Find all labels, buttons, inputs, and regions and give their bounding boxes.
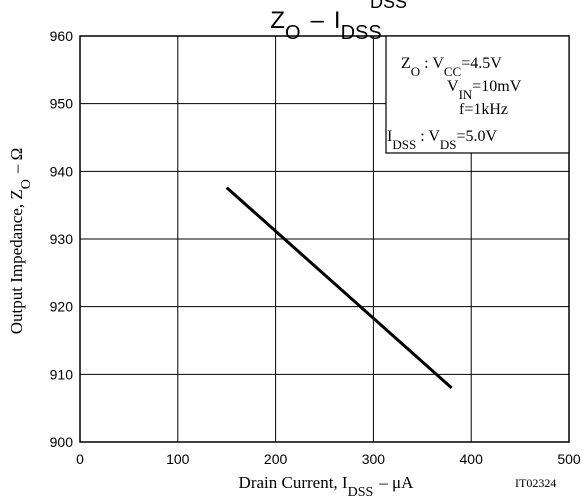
chart-title-var: I <box>334 7 341 34</box>
x-tick-label-2: 200 <box>264 451 288 467</box>
figure-id: IT02324 <box>515 476 556 490</box>
chart-title-separator: – <box>311 7 325 34</box>
y-ticks: 900 910 920 930 940 950 960 <box>50 28 74 450</box>
y-tick-label-2: 920 <box>50 299 74 315</box>
cropped-top-text: DSS <box>370 0 407 12</box>
chart-title-main: Z <box>270 7 285 34</box>
y-tick-label-1: 910 <box>50 366 74 382</box>
chart-title-main-sub: O <box>285 22 301 44</box>
chart-title-var-sub: DSS <box>341 22 382 44</box>
y-tick-label-0: 900 <box>50 434 74 450</box>
condition-line-3: f=1kHz <box>459 101 508 118</box>
y-tick-label-6: 960 <box>50 28 74 44</box>
plot-frame <box>79 35 570 443</box>
x-axis-title: Drain Current, IDSS – μA <box>239 473 415 497</box>
y-tick-label-5: 950 <box>50 96 74 112</box>
condition-line-4: IDSS : VDS=5.0V <box>387 128 498 152</box>
grid <box>80 36 569 442</box>
series-line-0 <box>225 186 453 390</box>
x-tick-label-5: 500 <box>557 451 581 467</box>
x-tick-label-1: 100 <box>166 451 190 467</box>
condition-line-1: ZO : VCC=4.5V <box>401 55 502 79</box>
y-axis-title: Output Impedance, ZO– Ω <box>7 148 34 334</box>
series-layer <box>225 186 453 390</box>
y-tick-label-3: 930 <box>50 231 74 247</box>
x-tick-label-4: 400 <box>460 451 484 467</box>
x-tick-label-0: 0 <box>76 451 84 467</box>
x-ticks: 0 100 200 300 400 500 <box>76 451 581 467</box>
conditions-box <box>385 35 570 154</box>
chart-title: ZO – IDSS <box>270 7 381 44</box>
y-tick-label-4: 940 <box>50 163 74 179</box>
x-tick-label-3: 300 <box>362 451 386 467</box>
condition-line-2: VIN=10mV <box>447 78 522 102</box>
